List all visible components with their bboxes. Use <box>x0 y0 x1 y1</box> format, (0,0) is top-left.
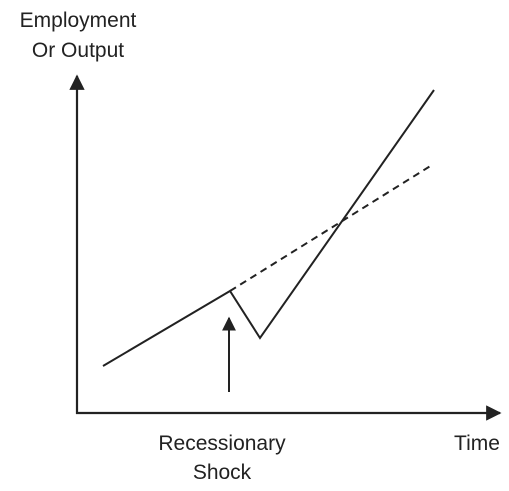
shock-label: Recessionary <box>158 432 286 455</box>
shock-label: Shock <box>193 461 252 484</box>
actual-path <box>102 89 435 367</box>
y-axis-label: Or Output <box>32 39 124 62</box>
y-axis-label: Employment <box>20 9 137 32</box>
x-axis-label: Time <box>454 432 500 455</box>
trend-path <box>229 164 433 292</box>
